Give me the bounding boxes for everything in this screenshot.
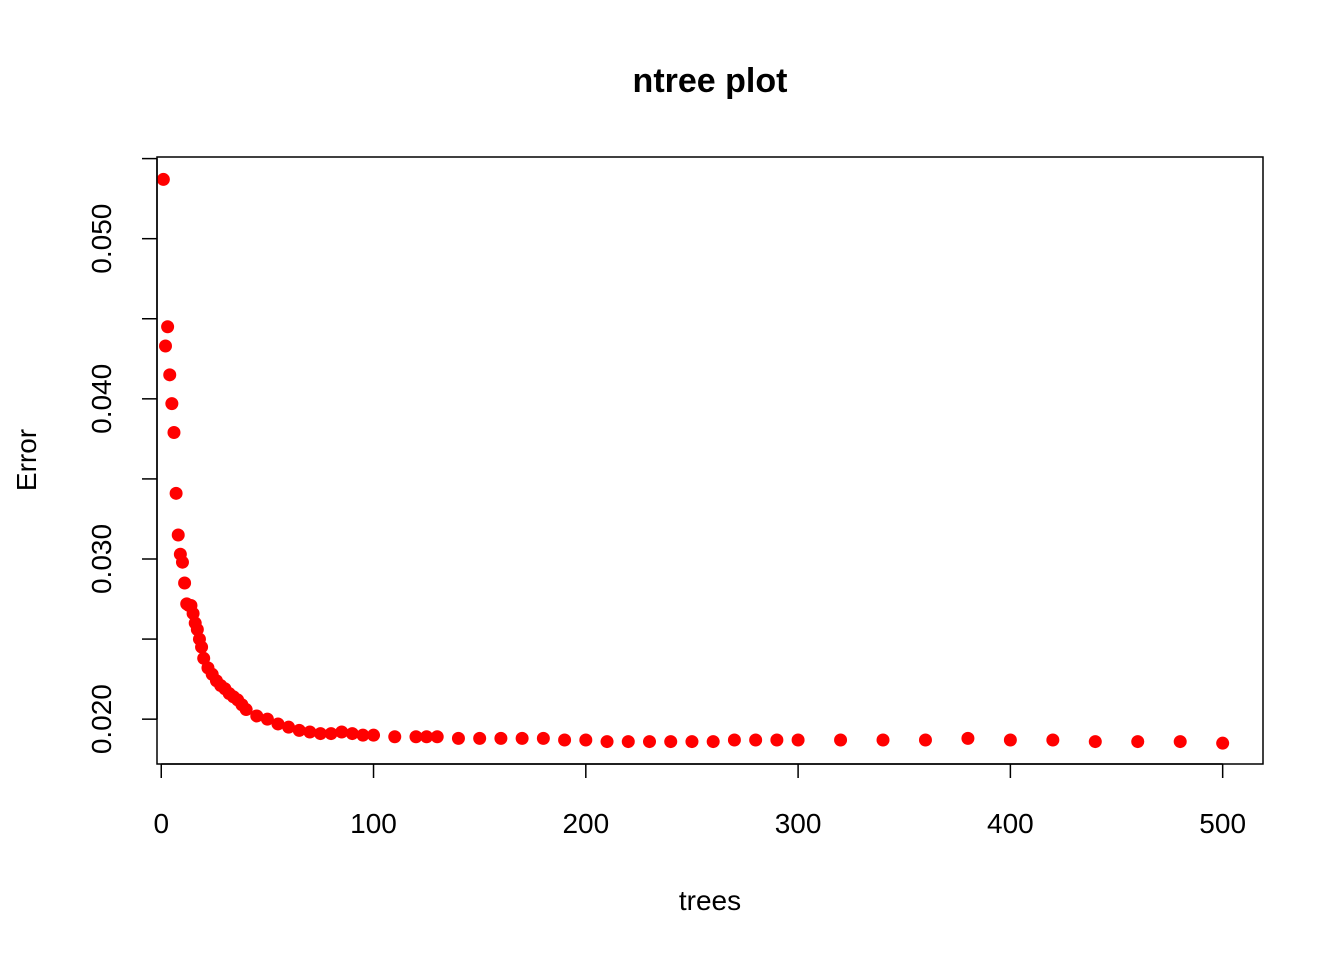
chart-title: ntree plot xyxy=(633,62,788,100)
x-tick-label: 500 xyxy=(1199,808,1246,839)
data-point xyxy=(642,735,656,749)
data-point xyxy=(536,731,550,745)
data-point xyxy=(876,733,890,747)
data-point xyxy=(250,709,264,723)
data-point xyxy=(834,733,848,747)
x-tick-label: 100 xyxy=(350,808,397,839)
data-point xyxy=(664,735,678,749)
data-point xyxy=(961,731,975,745)
data-point xyxy=(621,735,635,749)
data-point xyxy=(260,712,274,726)
data-point xyxy=(271,717,285,731)
data-point xyxy=(1131,735,1145,749)
data-point xyxy=(156,172,170,186)
data-point xyxy=(161,320,175,334)
x-tick-label: 200 xyxy=(562,808,609,839)
data-point xyxy=(749,733,763,747)
data-point xyxy=(175,555,189,569)
x-tick-label: 300 xyxy=(775,808,822,839)
data-point xyxy=(239,703,253,717)
data-point xyxy=(579,733,593,747)
data-point xyxy=(1003,733,1017,747)
data-point xyxy=(388,730,402,744)
data-point xyxy=(1088,735,1102,749)
data-point xyxy=(282,720,296,734)
y-axis-label: Error xyxy=(11,429,42,491)
data-point xyxy=(1046,733,1060,747)
data-point xyxy=(163,368,177,382)
data-points xyxy=(156,172,1230,750)
x-axis-label: trees xyxy=(679,885,741,916)
data-point xyxy=(494,731,508,745)
data-point xyxy=(685,735,699,749)
data-point xyxy=(791,733,805,747)
x-axis: 0 100 200 300 400 500 xyxy=(153,763,1246,839)
data-point xyxy=(303,725,317,739)
data-point xyxy=(165,397,179,411)
y-tick-label: 0.020 xyxy=(86,684,117,754)
data-point xyxy=(292,723,306,737)
data-point xyxy=(171,528,185,542)
data-point xyxy=(706,735,720,749)
data-point xyxy=(430,730,444,744)
data-point xyxy=(770,733,784,747)
data-point xyxy=(178,576,192,590)
data-point xyxy=(167,425,181,439)
data-point xyxy=(324,727,338,741)
data-point xyxy=(169,486,183,500)
data-point xyxy=(195,640,209,654)
data-point xyxy=(558,733,572,747)
data-point xyxy=(158,339,172,353)
data-point xyxy=(451,731,465,745)
data-point xyxy=(409,730,423,744)
x-tick-label: 400 xyxy=(987,808,1034,839)
y-tick-label: 0.050 xyxy=(86,204,117,274)
data-point xyxy=(727,733,741,747)
data-point xyxy=(918,733,932,747)
data-point xyxy=(313,727,327,741)
x-tick-label: 0 xyxy=(153,808,169,839)
data-point xyxy=(473,731,487,745)
data-point xyxy=(356,728,370,742)
y-tick-label: 0.030 xyxy=(86,524,117,594)
data-point xyxy=(1173,735,1187,749)
data-point xyxy=(420,730,434,744)
plot-frame xyxy=(156,156,1264,765)
data-point xyxy=(345,727,359,741)
data-point xyxy=(367,728,381,742)
data-point xyxy=(335,725,349,739)
data-point xyxy=(515,731,529,745)
data-point xyxy=(600,735,614,749)
data-point xyxy=(1216,736,1230,750)
y-tick-label: 0.040 xyxy=(86,364,117,434)
y-axis: 0.020 0.030 0.040 0.050 xyxy=(86,157,158,754)
